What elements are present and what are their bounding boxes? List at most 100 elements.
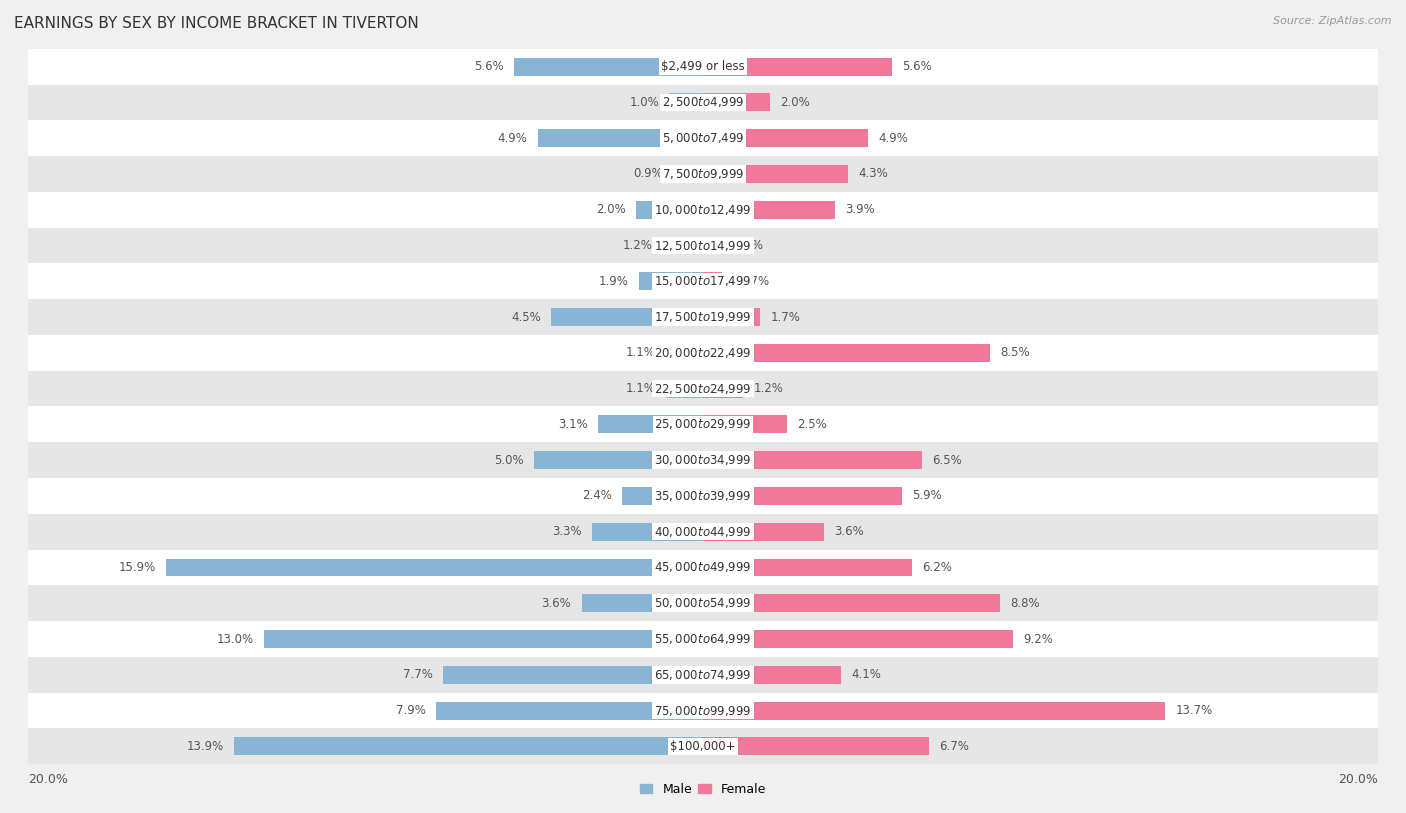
Text: $100,000+: $100,000+ — [671, 740, 735, 753]
Text: 7.9%: 7.9% — [396, 704, 426, 717]
Text: $25,000 to $29,999: $25,000 to $29,999 — [654, 417, 752, 432]
Text: $22,500 to $24,999: $22,500 to $24,999 — [654, 381, 752, 396]
Text: $65,000 to $74,999: $65,000 to $74,999 — [654, 667, 752, 682]
Text: 0.57%: 0.57% — [733, 275, 769, 288]
Bar — [672, 165, 703, 183]
Text: 4.5%: 4.5% — [512, 311, 541, 324]
Bar — [28, 442, 1378, 478]
Bar — [28, 728, 1378, 764]
Text: 5.0%: 5.0% — [495, 454, 524, 467]
Text: $7,500 to $9,999: $7,500 to $9,999 — [662, 167, 744, 181]
Bar — [28, 263, 1378, 299]
Text: 13.0%: 13.0% — [217, 633, 254, 646]
Bar — [28, 192, 1378, 228]
Text: $5,000 to $7,499: $5,000 to $7,499 — [662, 131, 744, 146]
Text: 3.1%: 3.1% — [558, 418, 588, 431]
Bar — [443, 666, 703, 684]
Bar — [703, 129, 869, 147]
Bar — [703, 58, 891, 76]
Bar — [703, 630, 1014, 648]
Bar — [703, 201, 835, 219]
Text: $12,500 to $14,999: $12,500 to $14,999 — [654, 238, 752, 253]
Bar — [28, 478, 1378, 514]
Bar — [599, 415, 703, 433]
Bar — [28, 49, 1378, 85]
Text: 1.1%: 1.1% — [626, 382, 655, 395]
Text: 1.2%: 1.2% — [623, 239, 652, 252]
Text: 0.9%: 0.9% — [633, 167, 662, 180]
Text: $2,499 or less: $2,499 or less — [661, 60, 745, 73]
Bar — [436, 702, 703, 720]
Bar — [666, 380, 703, 398]
Bar — [28, 156, 1378, 192]
Text: $2,500 to $4,999: $2,500 to $4,999 — [662, 95, 744, 110]
Text: 6.5%: 6.5% — [932, 454, 962, 467]
Text: 4.1%: 4.1% — [852, 668, 882, 681]
Text: 20.0%: 20.0% — [1339, 773, 1378, 786]
Bar — [537, 129, 703, 147]
Bar — [28, 85, 1378, 120]
Text: EARNINGS BY SEX BY INCOME BRACKET IN TIVERTON: EARNINGS BY SEX BY INCOME BRACKET IN TIV… — [14, 16, 419, 31]
Text: 8.5%: 8.5% — [1000, 346, 1029, 359]
Text: 20.0%: 20.0% — [28, 773, 67, 786]
Text: 5.6%: 5.6% — [474, 60, 503, 73]
Text: $50,000 to $54,999: $50,000 to $54,999 — [654, 596, 752, 611]
Bar — [703, 415, 787, 433]
Text: 15.9%: 15.9% — [120, 561, 156, 574]
Bar — [28, 621, 1378, 657]
Bar — [703, 666, 841, 684]
Bar — [638, 272, 703, 290]
Text: $55,000 to $64,999: $55,000 to $64,999 — [654, 632, 752, 646]
Bar — [703, 487, 903, 505]
Bar — [28, 371, 1378, 406]
Bar — [703, 594, 1000, 612]
Text: 6.7%: 6.7% — [939, 740, 969, 753]
Bar — [703, 380, 744, 398]
Text: 1.0%: 1.0% — [630, 96, 659, 109]
Text: Source: ZipAtlas.com: Source: ZipAtlas.com — [1274, 16, 1392, 26]
Text: $20,000 to $22,499: $20,000 to $22,499 — [654, 346, 752, 360]
Bar — [28, 550, 1378, 585]
Text: 7.7%: 7.7% — [404, 668, 433, 681]
Text: 3.6%: 3.6% — [835, 525, 865, 538]
Text: $35,000 to $39,999: $35,000 to $39,999 — [654, 489, 752, 503]
Bar — [592, 523, 703, 541]
Bar — [28, 514, 1378, 550]
Bar — [28, 228, 1378, 263]
Text: $40,000 to $44,999: $40,000 to $44,999 — [654, 524, 752, 539]
Text: 4.3%: 4.3% — [858, 167, 889, 180]
Bar — [703, 165, 848, 183]
Text: 1.7%: 1.7% — [770, 311, 800, 324]
Bar — [28, 335, 1378, 371]
Bar — [621, 487, 703, 505]
Text: $75,000 to $99,999: $75,000 to $99,999 — [654, 703, 752, 718]
Bar — [28, 693, 1378, 728]
Text: 4.9%: 4.9% — [498, 132, 527, 145]
Bar — [669, 93, 703, 111]
Legend: Male, Female: Male, Female — [636, 778, 770, 801]
Bar — [166, 559, 703, 576]
Text: 1.1%: 1.1% — [626, 346, 655, 359]
Bar — [703, 344, 990, 362]
Bar — [534, 451, 703, 469]
Bar — [662, 237, 703, 254]
Text: 9.2%: 9.2% — [1024, 633, 1053, 646]
Text: 6.2%: 6.2% — [922, 561, 952, 574]
Text: $10,000 to $12,499: $10,000 to $12,499 — [654, 202, 752, 217]
Bar — [636, 201, 703, 219]
Text: $30,000 to $34,999: $30,000 to $34,999 — [654, 453, 752, 467]
Text: 3.9%: 3.9% — [845, 203, 875, 216]
Text: 1.9%: 1.9% — [599, 275, 628, 288]
Text: 13.7%: 13.7% — [1175, 704, 1212, 717]
Bar — [551, 308, 703, 326]
Bar — [28, 299, 1378, 335]
Bar — [703, 737, 929, 755]
Text: 2.0%: 2.0% — [596, 203, 626, 216]
Bar — [703, 93, 770, 111]
Bar — [703, 451, 922, 469]
Bar — [28, 585, 1378, 621]
Bar — [703, 523, 824, 541]
Text: 4.9%: 4.9% — [879, 132, 908, 145]
Bar — [703, 702, 1166, 720]
Text: 3.6%: 3.6% — [541, 597, 571, 610]
